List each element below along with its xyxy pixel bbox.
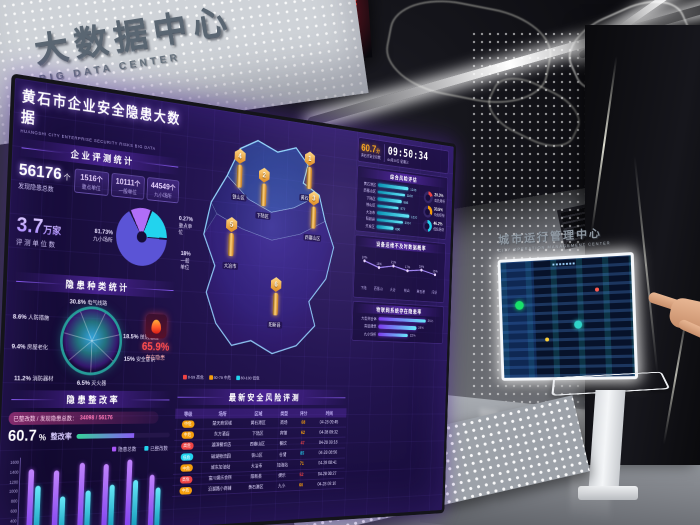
- device-panel: 设备运维不及时数据概率 下陆 24% 西塞山 18% 大冶 21% 铁山 17% 黄石港 19% 阳…: [352, 234, 447, 304]
- pointing-hand: [647, 282, 700, 342]
- device-line-chart: 下陆 24% 西塞山 18% 大冶 21% 铁山 17% 黄石港 19% 阳新 15%: [361, 255, 443, 296]
- rectify-progress-bar: [76, 432, 171, 439]
- iot-panel: 物联网系统存在隐患率 大型综合体 35% 高层建筑 28% 九小场所 22%: [351, 300, 444, 345]
- existing-hazard-stat: 65.9% 存在隐患: [137, 313, 174, 362]
- map-legend-item: 80-100 低危: [236, 375, 260, 381]
- dashboard-left-column: 黄石市企业安全隐患大数据 HUANGSHI CITY ENTERPRISE SE…: [4, 85, 193, 525]
- unit-stat: 44549个 九小场所: [146, 176, 180, 204]
- podium-base: [578, 486, 638, 500]
- unit-type-stats: 1516个 重点单位 10111个 一般单位 44549个 九小场所: [73, 168, 180, 204]
- main-dashboard-screen: 黄石市企业安全隐患大数据 HUANGSHI CITY ENTERPRISE SE…: [0, 73, 457, 525]
- dashboard-map-column: 1 黄石港区 2 下陆区 3 西塞山区 4 铁山区 5 大冶市 6 阳新县 0-59 高危 60-79 …: [171, 110, 355, 521]
- map-legend-item: 60-79 中危: [208, 374, 231, 381]
- map-marker-阳新县: 6 阳新县: [260, 276, 290, 331]
- map-marker-铁山区: 4 铁山区: [223, 147, 254, 205]
- svg-text:17%: 17%: [405, 265, 410, 270]
- section-header-rectify: 隐患整改率: [9, 390, 172, 409]
- clock: 09:50:34 04月28日 星期三: [387, 145, 429, 165]
- risk-ring: 46.2% 低危场所: [422, 219, 444, 233]
- district-bar-chart: 16001400120010008006004002000下陆区西塞山区大冶市铁…: [9, 453, 170, 525]
- evaluated-units-stat: 3.7万家 评测单位数: [15, 213, 62, 250]
- svg-text:19%: 19%: [419, 264, 424, 269]
- rectify-rate-value: 60.7 %: [7, 427, 47, 446]
- unit-stat: 10111个 一般单位: [110, 172, 145, 200]
- type-label-6: 6.5% 灭火器: [76, 379, 107, 387]
- svg-text:15%: 15%: [433, 269, 438, 273]
- assessment-panel: 综合风险评估 黄石港区 1246 西塞山区 1108 下陆区 986 铁山区 872 大冶市 13…: [355, 164, 449, 241]
- svg-text:24%: 24%: [362, 255, 368, 260]
- risk-legend: 0-59 高危 60-79 中危 80-100 低危: [183, 374, 260, 381]
- rectified-ratio: 已整改数 / 发现隐患总数： 34098 / 56176: [8, 411, 159, 426]
- risk-rings: 20.3% 高危场所 33.5% 中危场所 46.2% 低危场所: [422, 187, 445, 238]
- svg-text:西塞山: 西塞山: [374, 286, 383, 292]
- assessment-bars: 黄石港区 1246 西塞山区 1108 下陆区 986 铁山区 872 大冶市 1320 阳新县 10…: [358, 178, 422, 235]
- rectify-rate-label: 整改率: [50, 431, 73, 441]
- svg-text:铁山: 铁山: [404, 288, 410, 294]
- iot-bars: 大型综合体 35% 高层建筑 28% 九小场所 22%: [354, 315, 441, 340]
- map-marker-西塞山区: 3 西塞山区: [299, 190, 328, 245]
- fire-icon: [151, 319, 162, 334]
- risk-ring: 20.3% 高危场所: [423, 190, 445, 206]
- total-hazards-stat: 56176 个 发现隐患总数: [18, 159, 71, 194]
- radar-chart: [61, 307, 121, 373]
- hazard-types-radar: 30.8% 电气线路 8.6% 人防措施 18.5% 技防措施 9.4% 房屋老…: [10, 294, 175, 387]
- bar-group: 下陆区: [25, 457, 42, 525]
- latest-risk-table: 等级 场所 区域 类型 评分 时间 中危 楚天商贸城 黄石港区 商场 68 04-28 09:45 中…: [172, 408, 347, 497]
- bar-group: 黄石港区: [124, 455, 139, 525]
- type-label-3: 9.4% 房屋老化: [11, 343, 49, 352]
- section-header-risk-table: 最新安全风险评测: [175, 388, 348, 406]
- map-marker-大冶市: 5 大冶市: [215, 216, 247, 274]
- svg-text:18%: 18%: [376, 262, 382, 267]
- svg-text:黄石港: 黄石港: [416, 288, 425, 294]
- bar-group: 西塞山区: [51, 456, 67, 525]
- type-label-5: 11.2% 消防器材: [13, 375, 54, 383]
- svg-text:阳新: 阳新: [432, 289, 438, 295]
- dashboard-right-column: 60.7分 黄石市安全指数 09:50:34 04月28日 星期三 综合风险评估…: [343, 136, 449, 511]
- legend-item: 已整改数: [144, 445, 168, 453]
- bar-group: 阳新县: [147, 454, 162, 525]
- unit-pie-chart: 81.73% 九小场所 0.27% 重点单位 18% 一般单位: [60, 198, 193, 277]
- safety-score: 60.7分 黄石市安全指数: [360, 141, 381, 160]
- svg-text:下陆: 下陆: [361, 285, 367, 291]
- risk-ring: 33.5% 中危场所: [422, 205, 445, 219]
- map-legend-item: 0-59 高危: [183, 374, 204, 381]
- type-label-0: 30.8% 电气线路: [69, 298, 108, 308]
- huangshi-map: 1 黄石港区 2 下陆区 3 西塞山区 4 铁山区 5 大冶市 6 阳新县 0-59 高危 60-79 …: [177, 110, 356, 385]
- bar-group: 大冶市: [76, 456, 91, 525]
- bar-group: 铁山区: [100, 455, 116, 525]
- svg-text:大冶: 大冶: [390, 287, 396, 293]
- legend-item: 隐患总数: [112, 445, 136, 453]
- pie-donut: [115, 205, 169, 268]
- svg-text:21%: 21%: [391, 260, 397, 265]
- map-outline: [177, 116, 357, 383]
- pie-label-0: 81.73% 九小场所: [92, 228, 114, 244]
- wall-monitor-screen: ■■■■■■■: [497, 251, 639, 381]
- wall-monitor-content: [500, 255, 635, 378]
- iot-row: 九小场所 22%: [363, 332, 416, 338]
- type-label-1: 8.6% 人防措施: [12, 313, 50, 322]
- unit-stat: 1516个 重点单位: [73, 168, 110, 197]
